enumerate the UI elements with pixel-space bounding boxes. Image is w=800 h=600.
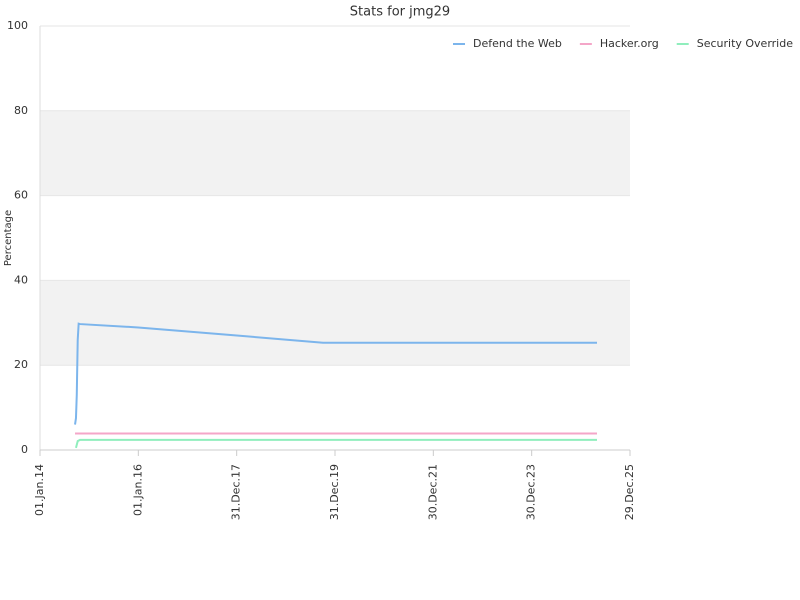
x-tick-label: 01.Jan.16 xyxy=(131,464,144,516)
x-tick-label: 30.Dec.21 xyxy=(426,464,439,520)
x-tick-label: 31.Dec.17 xyxy=(230,464,243,520)
y-tick-label: 100 xyxy=(7,19,28,32)
x-tick-label: 29.Dec.25 xyxy=(623,464,636,520)
legend-label: Hacker.org xyxy=(600,37,659,50)
y-tick-label: 0 xyxy=(21,443,28,456)
y-tick-label: 80 xyxy=(14,104,28,117)
y-tick-label: 60 xyxy=(14,189,28,202)
plot-band xyxy=(40,110,630,196)
series-line xyxy=(74,322,597,425)
x-tick-label: 01.Jan.14 xyxy=(33,464,46,516)
legend-label: Security Override xyxy=(697,37,793,50)
chart-title: Stats for jmg29 xyxy=(350,5,450,20)
x-tick-label: 31.Dec.19 xyxy=(328,464,341,520)
y-tick-label: 20 xyxy=(14,358,28,371)
y-tick-label: 40 xyxy=(14,273,28,286)
y-axis-label: Percentage xyxy=(3,210,14,266)
x-tick-label: 30.Dec.23 xyxy=(525,464,538,520)
plot-band xyxy=(40,280,630,366)
series-line xyxy=(75,438,597,449)
legend-label: Defend the Web xyxy=(473,37,562,50)
